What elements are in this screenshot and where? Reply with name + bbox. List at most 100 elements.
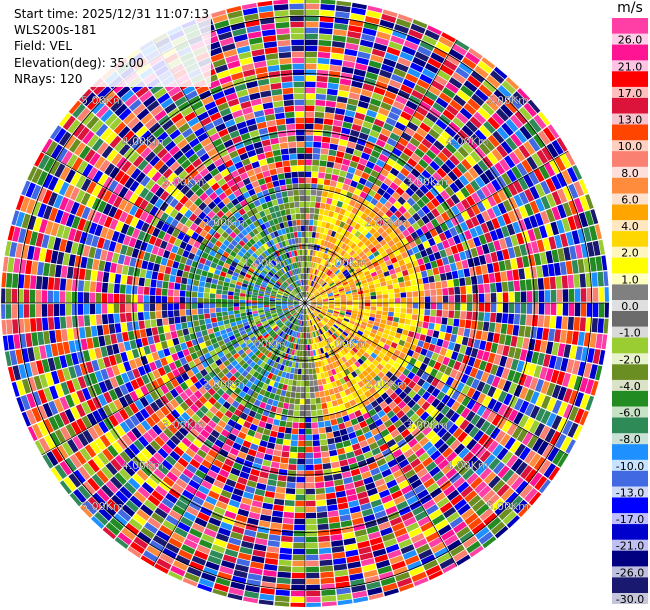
velocity-cell: [161, 288, 168, 296]
velocity-cell: [312, 440, 320, 447]
velocity-cell: [299, 314, 302, 320]
velocity-cell: [218, 325, 226, 331]
velocity-cell: [313, 275, 317, 281]
velocity-cell: [305, 147, 313, 154]
velocity-cell: [42, 276, 49, 290]
velocity-cell: [409, 62, 424, 73]
velocity-cell: [1, 272, 7, 288]
velocity-cell: [217, 419, 227, 429]
velocity-cell: [99, 159, 111, 173]
velocity-cell: [79, 145, 91, 160]
velocity-cell: [207, 177, 217, 187]
velocity-cell: [353, 188, 362, 196]
velocity-cell: [239, 296, 246, 300]
velocity-cell: [185, 164, 195, 174]
velocity-cell: [336, 345, 343, 351]
velocity-cell: [56, 445, 69, 460]
velocity-cell: [303, 273, 305, 279]
velocity-cell: [213, 459, 224, 469]
velocity-cell: [177, 366, 186, 375]
velocity-cell: [252, 104, 263, 112]
velocity-cell: [374, 478, 386, 487]
velocity-cell: [442, 562, 457, 574]
velocity-cell: [329, 319, 335, 324]
velocity-cell: [287, 303, 294, 305]
velocity-cell: [85, 361, 94, 374]
velocity-cell: [323, 359, 329, 366]
velocity-cell: [335, 239, 341, 246]
velocity-cell: [165, 381, 175, 391]
velocity-cell: [479, 340, 487, 351]
velocity-cell: [565, 330, 573, 344]
velocity-cell: [563, 388, 573, 403]
velocity-cell: [69, 492, 83, 507]
velocity-cell: [249, 129, 260, 138]
velocity-cell: [317, 315, 322, 321]
velocity-cell: [132, 456, 144, 468]
velocity-cell: [133, 439, 145, 452]
velocity-cell: [228, 314, 235, 320]
velocity-cell: [546, 397, 557, 412]
velocity-cell: [368, 592, 384, 601]
velocity-cell: [331, 199, 338, 206]
velocity-cell: [508, 313, 515, 324]
velocity-cell: [224, 277, 231, 283]
velocity-cell: [157, 349, 165, 359]
velocity-cell: [65, 169, 76, 184]
velocity-cell: [249, 423, 258, 432]
velocity-cell: [254, 284, 261, 289]
velocity-cell: [245, 261, 252, 268]
velocity-cell: [120, 351, 129, 363]
velocity-cell: [311, 416, 318, 423]
velocity-cell: [165, 492, 178, 504]
velocity-cell: [373, 86, 386, 96]
velocity-cell: [378, 463, 390, 473]
velocity-cell: [202, 206, 212, 215]
velocity-cell: [293, 289, 298, 295]
velocity-cell: [165, 355, 174, 364]
velocity-cell: [218, 448, 229, 458]
velocity-cell: [324, 480, 334, 488]
velocity-cell: [298, 183, 305, 190]
velocity-cell: [149, 540, 164, 552]
velocity-cell: [350, 180, 358, 188]
velocity-cell: [235, 254, 242, 261]
velocity-cell: [574, 392, 584, 407]
velocity-cell: [275, 305, 282, 308]
velocity-cell: [453, 521, 467, 534]
velocity-cell: [129, 180, 140, 192]
velocity-cell: [346, 451, 355, 459]
velocity-cell: [250, 43, 264, 51]
velocity-cell: [352, 517, 364, 526]
velocity-cell: [183, 511, 196, 522]
velocity-cell: [315, 317, 320, 322]
velocity-cell: [177, 138, 188, 150]
velocity-cell: [329, 64, 342, 72]
velocity-cell: [447, 318, 454, 326]
velocity-cell: [199, 275, 207, 282]
velocity-cell: [67, 119, 81, 134]
velocity-cell: [379, 19, 395, 29]
velocity-cell: [282, 267, 287, 273]
velocity-cell: [287, 470, 297, 477]
velocity-cell: [360, 126, 371, 135]
velocity-cell: [81, 415, 92, 429]
velocity-cell: [307, 344, 310, 351]
velocity-cell: [334, 346, 340, 353]
velocity-cell: [282, 295, 288, 299]
velocity-cell: [82, 163, 94, 177]
velocity-cell: [205, 277, 213, 283]
velocity-cell: [240, 312, 247, 317]
velocity-cell: [387, 358, 396, 366]
velocity-cell: [364, 359, 372, 366]
velocity-cell: [269, 301, 275, 303]
velocity-cell: [525, 314, 533, 326]
velocity-cell: [326, 94, 337, 102]
velocity-cell: [225, 92, 238, 102]
velocity-cell: [253, 199, 261, 207]
velocity-cell: [311, 232, 316, 238]
velocity-cell: [77, 303, 84, 315]
velocity-cell: [167, 172, 178, 183]
velocity-cell: [225, 371, 233, 379]
velocity-cell: [246, 270, 253, 276]
